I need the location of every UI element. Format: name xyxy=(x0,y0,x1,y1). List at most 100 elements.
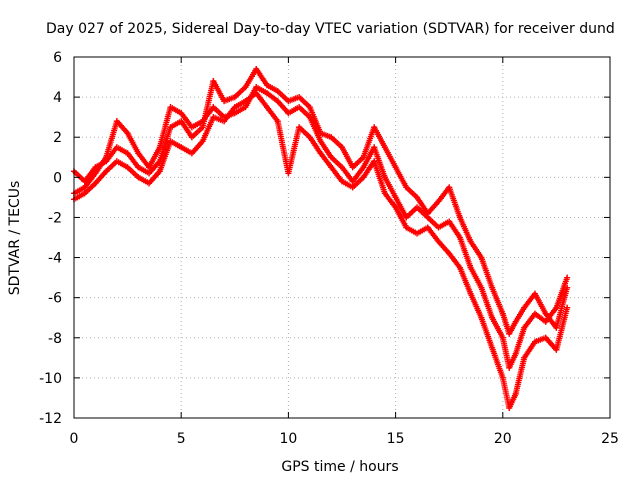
data-point xyxy=(360,164,367,171)
data-point xyxy=(553,346,560,353)
data-point xyxy=(339,144,345,151)
data-point xyxy=(435,224,442,231)
data-point xyxy=(221,98,228,105)
data-point xyxy=(424,224,431,231)
x-tick-label: 10 xyxy=(279,431,297,447)
data-point xyxy=(360,174,367,181)
data-point xyxy=(167,104,174,111)
x-tick-label: 25 xyxy=(601,431,619,447)
data-point xyxy=(328,134,335,141)
data-point xyxy=(542,334,549,341)
x-tick-label: 20 xyxy=(494,431,512,447)
y-tick-label: 4 xyxy=(53,90,62,106)
data-point xyxy=(435,238,442,245)
data-point xyxy=(210,114,217,121)
data-point xyxy=(231,94,238,101)
data-point xyxy=(512,350,519,357)
data-point xyxy=(103,168,110,175)
data-point xyxy=(553,304,560,311)
data-point xyxy=(381,144,388,151)
data-point xyxy=(564,274,571,281)
data-point xyxy=(392,204,399,211)
data-point xyxy=(414,204,421,211)
y-axis-label: SDTVAR / TECUs xyxy=(7,181,23,296)
data-point xyxy=(317,150,324,157)
y-tick-label: -12 xyxy=(39,411,62,427)
data-point xyxy=(274,118,281,125)
data-point xyxy=(403,214,410,221)
data-point xyxy=(349,164,356,171)
data-point xyxy=(467,264,474,271)
data-point xyxy=(521,354,528,361)
data-point xyxy=(178,144,185,151)
data-point xyxy=(263,104,270,111)
y-tick-label: -8 xyxy=(48,331,62,347)
data-point xyxy=(381,174,388,181)
data-point xyxy=(253,66,260,73)
data-point xyxy=(124,130,131,137)
data-point xyxy=(446,184,453,191)
data-point xyxy=(156,144,163,151)
data-point xyxy=(414,194,421,201)
plus-markers xyxy=(71,66,571,337)
chart-title: Day 027 of 2025, Sidereal Day-to-day VTE… xyxy=(46,21,615,37)
data-point xyxy=(542,318,549,325)
data-point xyxy=(499,310,506,317)
data-point xyxy=(242,98,249,105)
data-point xyxy=(371,158,378,165)
data-point xyxy=(306,104,313,111)
data-point xyxy=(274,88,281,95)
data-point xyxy=(542,310,549,317)
data-point xyxy=(512,318,519,325)
plot-frame xyxy=(73,56,611,419)
data-point xyxy=(253,84,260,91)
data-point xyxy=(478,284,485,291)
data-point xyxy=(285,98,292,105)
data-point xyxy=(210,78,217,85)
data-point xyxy=(274,98,281,105)
data-point xyxy=(467,290,474,297)
data-point xyxy=(489,284,496,291)
data-point xyxy=(349,178,356,185)
axis-ticks: 0 5 10 15 20 25 -12 -10 -8 -6 -4 -2 0 2 4 6 xyxy=(39,50,619,447)
data-point xyxy=(456,264,463,271)
data-point xyxy=(467,238,474,245)
data-point xyxy=(424,210,431,217)
data-point xyxy=(146,164,153,171)
data-point xyxy=(167,138,174,145)
data-point xyxy=(113,144,120,151)
series-track-b xyxy=(71,66,571,337)
y-tick-label: -2 xyxy=(48,210,62,226)
x-axis-label: GPS time / hours xyxy=(281,459,398,475)
series-track-a xyxy=(71,84,571,371)
data-point xyxy=(124,164,131,171)
data-point xyxy=(360,154,367,161)
data-point xyxy=(178,110,185,117)
data-point xyxy=(188,134,195,141)
data-point xyxy=(339,164,345,171)
data-point xyxy=(328,154,335,161)
data-point xyxy=(478,254,485,261)
data-point xyxy=(489,344,496,351)
data-point xyxy=(371,144,378,151)
data-point xyxy=(456,234,463,241)
data-point xyxy=(156,168,163,175)
data-point xyxy=(403,184,410,191)
data-point xyxy=(506,364,513,371)
data-point xyxy=(178,118,185,125)
data-point xyxy=(456,214,463,221)
data-point xyxy=(499,374,506,381)
x-tick-label: 5 xyxy=(177,431,186,447)
data-point xyxy=(317,130,324,137)
data-point xyxy=(263,90,270,97)
data-point xyxy=(92,180,99,187)
series-track-c xyxy=(71,90,571,411)
data-point xyxy=(349,184,356,191)
data-point xyxy=(521,324,528,331)
data-point xyxy=(263,82,270,89)
y-tick-label: -6 xyxy=(48,291,62,307)
y-tick-label: 6 xyxy=(53,50,62,66)
data-point xyxy=(506,404,513,411)
data-point xyxy=(512,390,519,397)
